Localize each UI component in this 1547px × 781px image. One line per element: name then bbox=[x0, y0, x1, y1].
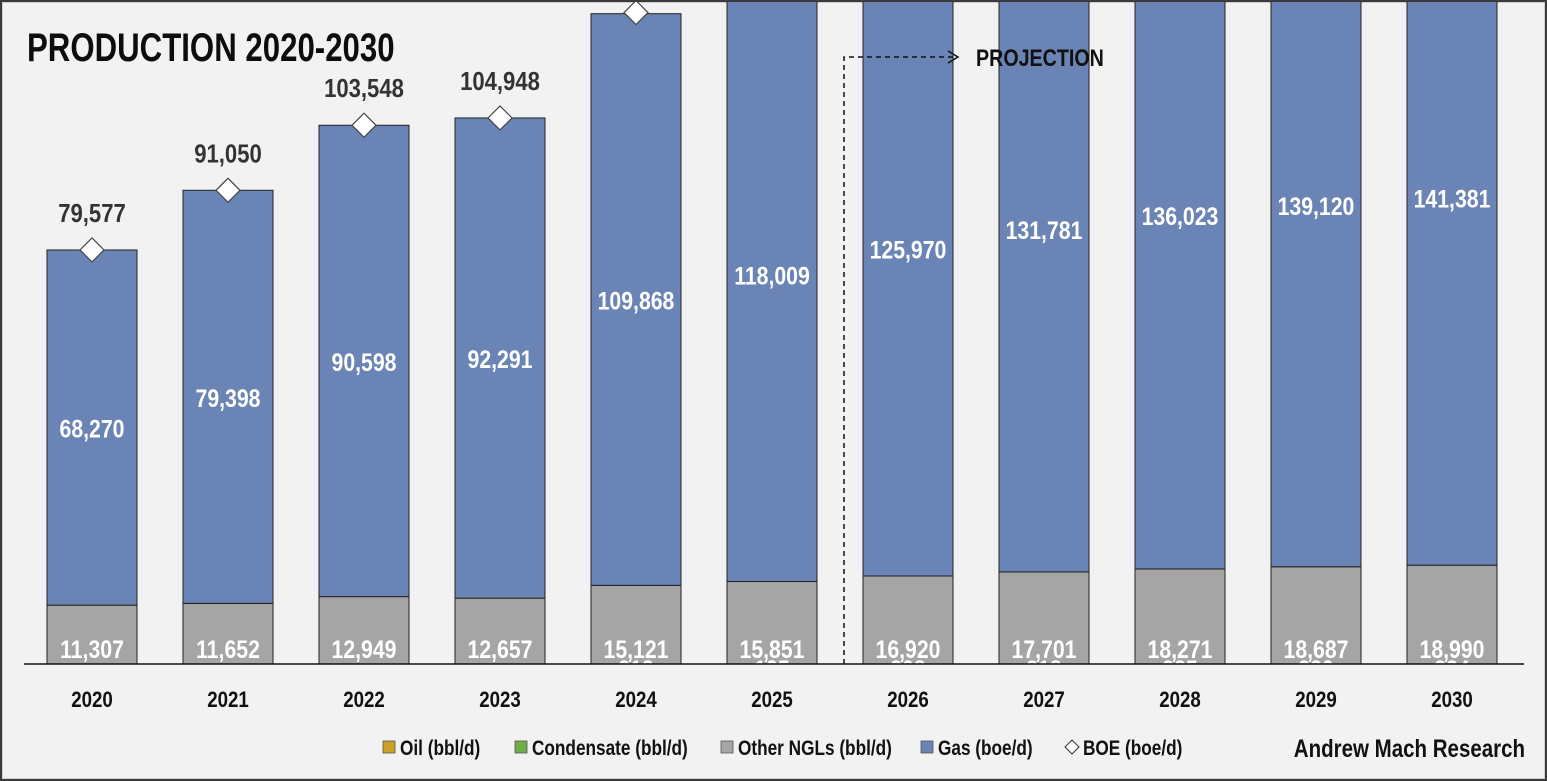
ngl-bar bbox=[46, 604, 138, 665]
sub-value-label: 225 bbox=[1162, 655, 1198, 683]
x-tick-label: 2029 bbox=[1295, 689, 1337, 713]
gas-bar bbox=[318, 124, 410, 598]
sub-value-label: 195 bbox=[754, 655, 790, 683]
ngl-bar bbox=[590, 584, 682, 665]
ngl-value-label: 17,701 bbox=[1012, 635, 1077, 663]
x-tick-label: 2028 bbox=[1159, 689, 1201, 713]
gas-value-label: 68,270 bbox=[60, 415, 125, 443]
ngl-value-label: 11,307 bbox=[60, 635, 124, 663]
gas-value-label: 92,291 bbox=[468, 345, 533, 373]
x-tick-label: 2024 bbox=[615, 689, 657, 713]
x-tick-label: 2023 bbox=[479, 689, 521, 713]
ngl-value-label: 16,920 bbox=[876, 635, 941, 663]
gas-bar bbox=[726, 2, 818, 583]
gas-bar bbox=[1270, 2, 1362, 568]
ngl-value-label: 18,687 bbox=[1284, 635, 1349, 663]
x-tick-label: 2020 bbox=[71, 689, 113, 713]
sub-value-label: 213 bbox=[618, 655, 654, 683]
gas-bar bbox=[182, 189, 274, 604]
chart-title: PRODUCTION 2020-2030 bbox=[27, 26, 395, 70]
ngl-bar bbox=[998, 571, 1090, 665]
ngl-value-label: 11,652 bbox=[196, 635, 260, 663]
credit-text: Andrew Mach Research bbox=[1293, 735, 1525, 763]
gas-value-label: 79,398 bbox=[196, 384, 261, 412]
gas-value-label: 90,598 bbox=[332, 348, 397, 376]
projection-arrow-icon bbox=[947, 50, 960, 64]
legend-label: Condensate (bbl/d) bbox=[532, 738, 688, 761]
gas-bar bbox=[590, 13, 682, 586]
x-tick-label: 2025 bbox=[751, 689, 793, 713]
gas-value-label: 118,009 bbox=[734, 262, 810, 290]
legend-swatch bbox=[720, 740, 734, 754]
gas-bar bbox=[862, 2, 954, 577]
sub-value-label: 230 bbox=[1298, 655, 1333, 683]
x-tick-label: 2027 bbox=[1023, 689, 1065, 713]
ngl-bar bbox=[862, 575, 954, 665]
gas-value-label: 125,970 bbox=[870, 236, 947, 264]
boe-marker bbox=[215, 177, 241, 204]
gas-bar bbox=[1134, 2, 1226, 570]
legend-label: Oil (bbl/d) bbox=[400, 738, 480, 761]
x-tick-label: 2022 bbox=[343, 689, 385, 713]
ngl-value-label: 15,121 bbox=[604, 635, 669, 663]
projection-label: PROJECTION bbox=[976, 44, 1104, 71]
gas-value-label: 131,781 bbox=[1006, 216, 1083, 244]
boe-value-label: 103,548 bbox=[324, 75, 404, 104]
gas-bar bbox=[454, 117, 546, 599]
ngl-value-label: 15,851 bbox=[740, 635, 805, 663]
legend-label: Gas (boe/d) bbox=[938, 738, 1033, 761]
boe-marker bbox=[487, 105, 513, 131]
ngl-value-label: 12,657 bbox=[468, 635, 533, 663]
ngl-value-label: 18,271 bbox=[1148, 635, 1213, 663]
gas-bar bbox=[1406, 2, 1498, 566]
ngl-value-label: 18,990 bbox=[1420, 635, 1485, 663]
boe-marker bbox=[79, 237, 105, 263]
projection-line bbox=[843, 56, 957, 664]
legend-swatch bbox=[920, 740, 934, 754]
legend-swatch-diamond bbox=[1064, 739, 1080, 755]
x-tick-label: 2030 bbox=[1431, 689, 1473, 713]
gas-value-label: 139,120 bbox=[1278, 192, 1355, 220]
ngl-bar bbox=[454, 597, 546, 665]
boe-value-label: 91,050 bbox=[194, 140, 262, 169]
boe-value-label: 79,577 bbox=[58, 199, 126, 228]
legend-swatch bbox=[514, 740, 528, 754]
gas-value-label: 141,381 bbox=[1414, 185, 1491, 213]
legend-swatch bbox=[382, 740, 396, 754]
boe-marker bbox=[623, 2, 649, 26]
legend-label: BOE (boe/d) bbox=[1083, 738, 1182, 761]
x-tick-label: 2021 bbox=[207, 689, 249, 713]
ngl-bar bbox=[726, 581, 818, 665]
gas-value-label: 109,868 bbox=[598, 287, 675, 315]
sub-value-label: 208 bbox=[890, 655, 926, 683]
ngl-bar bbox=[182, 602, 274, 665]
legend-label: Other NGLs (bbl/d) bbox=[738, 738, 892, 761]
sub-value-label: 234 bbox=[1434, 655, 1470, 683]
ngl-bar bbox=[318, 596, 410, 665]
sub-value-label: 218 bbox=[1026, 655, 1062, 683]
ngl-value-label: 12,949 bbox=[332, 635, 397, 663]
ngl-bar bbox=[1406, 564, 1498, 665]
boe-marker bbox=[351, 112, 377, 139]
boe-value-label: 104,948 bbox=[460, 67, 540, 96]
x-tick-label: 2026 bbox=[887, 689, 929, 713]
gas-value-label: 136,023 bbox=[1142, 202, 1219, 230]
gas-bar bbox=[998, 2, 1090, 573]
